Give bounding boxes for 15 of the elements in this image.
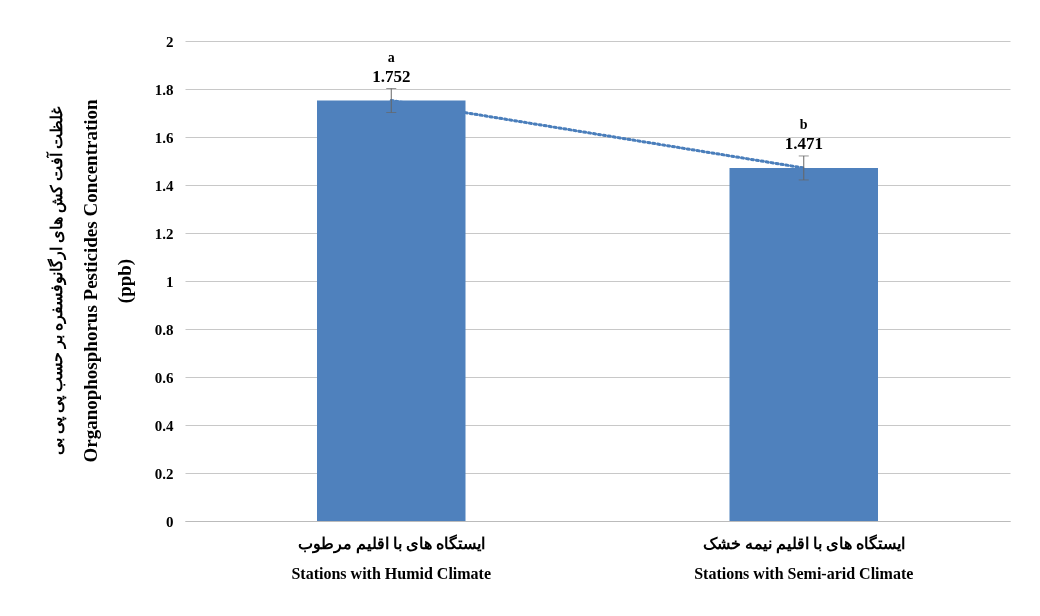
y-tick-label: 1.4 <box>154 177 174 194</box>
y-tick-label: 0 <box>166 513 174 530</box>
data-label: 1.752 <box>372 66 411 86</box>
annotation: a <box>387 49 395 65</box>
y-tick-label: 1.8 <box>154 81 174 98</box>
y-tick-label: 1.2 <box>154 225 174 242</box>
y-tick-label: 0.6 <box>154 369 174 386</box>
y-tick-label: 1.6 <box>154 129 174 146</box>
y-tick-label: 0.8 <box>154 321 174 338</box>
y-tick-label: 0.2 <box>154 465 174 482</box>
data-label: 1.471 <box>784 133 823 153</box>
y-tick-label: 0.4 <box>154 417 174 434</box>
y-tick-label: 1 <box>166 273 174 290</box>
annotation: b <box>799 116 808 132</box>
y-tick-label: 2 <box>166 33 174 50</box>
